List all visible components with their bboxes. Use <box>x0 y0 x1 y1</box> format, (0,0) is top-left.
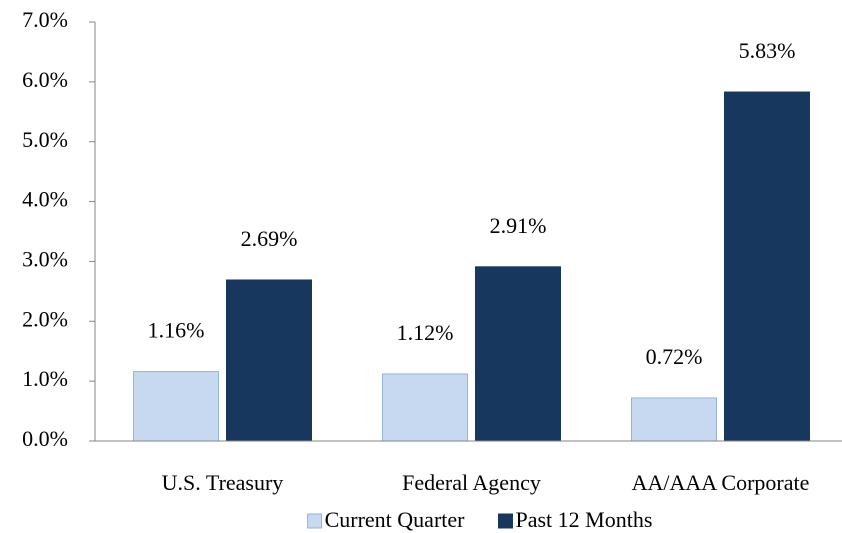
value-label: 2.91% <box>490 213 547 238</box>
y-tick-label: 0.0% <box>22 426 68 451</box>
x-tick-label: Federal Agency <box>402 470 541 495</box>
bar <box>724 91 810 442</box>
x-tick-label: U.S. Treasury <box>162 470 284 495</box>
y-tick-label: 7.0% <box>22 7 68 32</box>
y-tick-label: 5.0% <box>22 127 68 152</box>
y-tick-label: 2.0% <box>22 306 68 331</box>
x-tick-label: AA/AAA Corporate <box>632 470 810 495</box>
legend-swatch <box>307 513 323 529</box>
value-label: 5.83% <box>739 38 796 63</box>
bar <box>631 397 717 442</box>
value-label: 2.69% <box>241 226 298 251</box>
value-label: 0.72% <box>646 344 703 369</box>
bar <box>382 373 468 442</box>
y-tick-label: 4.0% <box>22 187 68 212</box>
y-tick-label: 6.0% <box>22 67 68 92</box>
bar <box>133 371 219 442</box>
value-label: 1.16% <box>148 318 205 343</box>
y-tick-label: 3.0% <box>22 246 68 271</box>
value-label: 1.12% <box>397 320 454 345</box>
legend-label: Past 12 Months <box>515 507 652 532</box>
bar <box>475 266 561 442</box>
bar <box>226 279 312 442</box>
legend-label: Current Quarter <box>325 507 466 532</box>
y-tick-label: 1.0% <box>22 366 68 391</box>
legend-swatch <box>497 513 513 529</box>
